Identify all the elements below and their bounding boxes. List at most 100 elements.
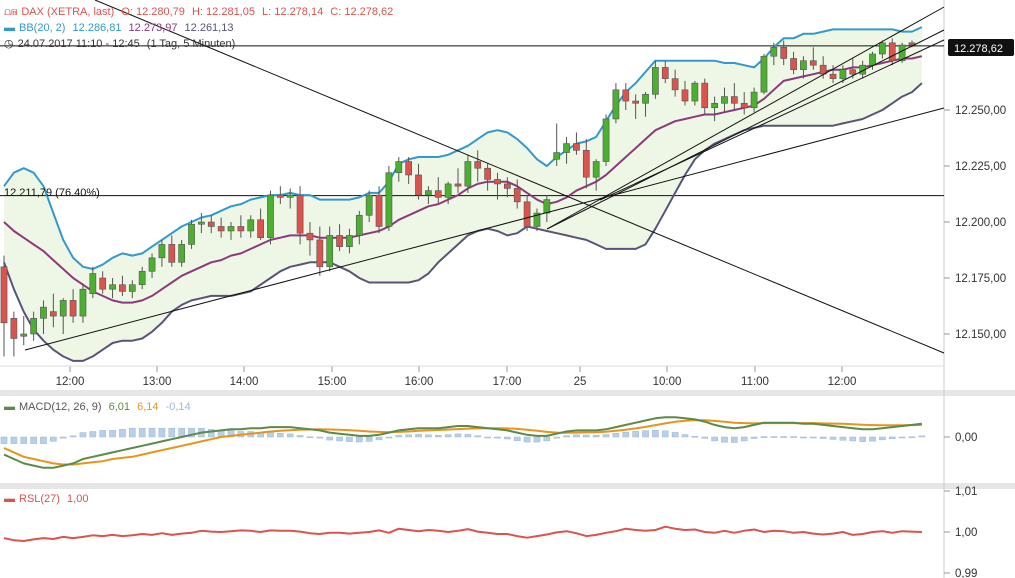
candle-body: [148, 257, 156, 272]
macd-histogram-bar: [829, 436, 837, 440]
bb-lower-value: 12.261,13: [184, 22, 234, 34]
rsl-value: 1,00: [67, 493, 89, 505]
macd-histogram-bar: [405, 434, 412, 438]
macd-histogram-bar: [681, 434, 689, 438]
date-legend: ◷ 24.07.2017 11:10 - 12:45 (1 Tag, 5 Minu…: [4, 37, 239, 51]
macd-histogram-bar: [908, 436, 916, 439]
signal-value: 6,14: [137, 401, 159, 413]
macd-histogram-bar: [731, 436, 738, 443]
macd-histogram-bar: [99, 430, 107, 438]
macd-histogram-bar: [592, 434, 600, 438]
x-tick-label: 17:00: [493, 376, 522, 388]
macd-histogram-bar: [898, 436, 906, 439]
candle-body: [484, 167, 491, 180]
candle-body: [612, 89, 620, 120]
candle-body: [237, 226, 245, 232]
candle-body: [119, 284, 126, 292]
bb-line-icon: ▬: [4, 22, 15, 34]
macd-histogram-bar: [612, 433, 620, 438]
candle-body: [257, 219, 264, 238]
x-tick-label: 12:00: [56, 376, 85, 388]
candle-body: [888, 42, 896, 62]
panel-separator[interactable]: [0, 483, 1015, 489]
candle-body: [908, 42, 916, 46]
macd-histogram-bar: [553, 436, 561, 439]
macd-histogram-bar: [375, 436, 383, 441]
candle-body: [385, 172, 393, 227]
macd-histogram-bar: [602, 434, 610, 438]
macd-histogram-bar: [277, 433, 284, 438]
macd-histogram-bar: [128, 427, 136, 438]
candle-body: [49, 311, 57, 317]
candle-icon: ⩍⩎: [4, 6, 18, 18]
macd-histogram-bar: [415, 434, 422, 438]
macd-histogram-bar: [573, 434, 580, 438]
candle-body: [543, 199, 551, 214]
interval-label: (1 Tag, 5 Minuten): [146, 38, 236, 50]
y-tick-label: 12.250,00: [955, 105, 1006, 117]
bb-label[interactable]: BB(20, 2): [19, 22, 66, 34]
ohlc-open: O: 12.280,79: [121, 6, 185, 18]
macd-histogram-bar: [444, 434, 452, 438]
macd-histogram-bar: [30, 436, 37, 444]
x-tick-label: 11:00: [741, 376, 769, 388]
macd-histogram-bar: [148, 427, 156, 438]
candle-body: [40, 306, 47, 319]
macd-line-icon: ▬: [4, 401, 15, 413]
candle-body: [533, 212, 541, 227]
candle-body: [267, 194, 274, 238]
macd-histogram-bar: [89, 431, 97, 438]
macd-histogram-bar: [296, 435, 304, 438]
symbol-label[interactable]: DAX (XETRA, last): [21, 6, 115, 18]
macd-histogram-bar: [513, 436, 521, 441]
macd-histogram-bar: [819, 436, 827, 439]
candle-body: [829, 73, 837, 79]
fib-level-label: 12.211,79 (76.40%): [4, 187, 100, 199]
macd-histogram-bar: [652, 429, 659, 438]
macd-histogram-bar: [800, 436, 807, 439]
trend-line: [24, 107, 945, 351]
candle-body: [622, 89, 630, 102]
candle-body: [207, 221, 215, 227]
candle-body: [336, 235, 343, 247]
rsl-label[interactable]: RSL(27): [19, 493, 60, 505]
macd-histogram-bar: [622, 431, 630, 438]
rsl-y-tick-label: 1,01: [955, 486, 977, 498]
candle-body: [188, 223, 195, 245]
macd-histogram-bar: [355, 436, 363, 443]
macd-histogram-bar: [770, 436, 778, 438]
macd-histogram-bar: [494, 436, 501, 439]
macd-histogram-bar: [661, 430, 669, 438]
candle-body: [503, 183, 511, 189]
macd-label[interactable]: MACD(12, 26, 9): [19, 401, 102, 413]
candle-body: [563, 143, 570, 153]
candle-body: [652, 67, 659, 95]
x-tick-label: 15:00: [318, 376, 347, 388]
trend-line: [546, 6, 945, 230]
candle-body: [701, 82, 709, 109]
macd-histogram-bar: [50, 436, 57, 442]
trend-line: [546, 29, 945, 230]
bollinger-mid-line: [3, 55, 923, 304]
x-tick-label: 10:00: [653, 376, 682, 388]
macd-histogram-bar: [701, 436, 709, 439]
candle-body: [474, 161, 482, 169]
macd-histogram-bar: [20, 436, 28, 444]
ohlc-high: H: 12.281,05: [191, 6, 255, 18]
candle-body: [632, 100, 640, 104]
candle-body: [69, 300, 77, 317]
candle-body: [128, 284, 136, 292]
rsl-y-tick-label: 1,00: [955, 527, 977, 539]
x-tick-label: 12:00: [828, 376, 857, 388]
bb-mid-value: 12.273,97: [128, 22, 178, 34]
macd-histogram-bar: [691, 436, 699, 438]
panel-separator[interactable]: [0, 390, 1015, 396]
macd-histogram-bar: [395, 435, 403, 438]
candle-body: [109, 284, 116, 290]
candle-body: [869, 53, 876, 66]
candle-body: [375, 194, 383, 227]
x-tick-label: 16:00: [405, 376, 434, 388]
macd-histogram-bar: [760, 436, 768, 438]
candle-body: [800, 60, 807, 70]
